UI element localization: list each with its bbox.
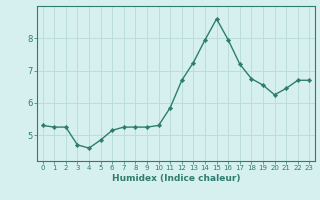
X-axis label: Humidex (Indice chaleur): Humidex (Indice chaleur) [112,174,240,183]
